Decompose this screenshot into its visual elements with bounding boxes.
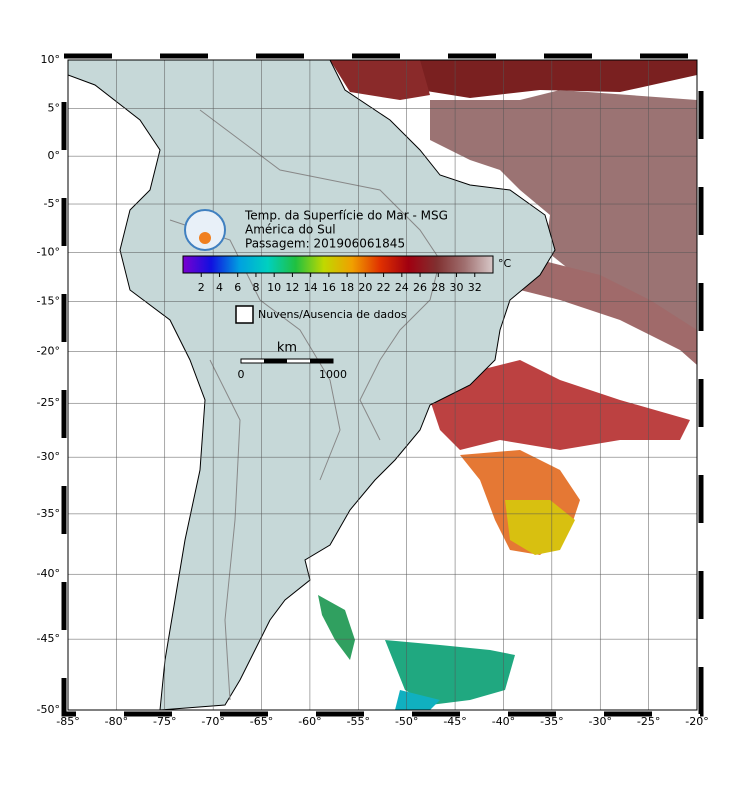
lat-tick-label: -45° (37, 632, 60, 645)
colorbar-tick-label: 24 (395, 281, 409, 294)
scale-start: 0 (238, 368, 245, 381)
legend-label: Nuvens/Ausencia de dados (258, 308, 407, 321)
scale-bar-seg (310, 359, 333, 363)
lon-tick-label: -80° (105, 715, 128, 728)
lat-tick-label: 0° (48, 149, 61, 162)
title-block: Temp. da Superfície do Mar - MSG América… (184, 209, 448, 251)
lon-tick-label: -70° (201, 715, 224, 728)
frame-border (61, 53, 704, 717)
legend-swatch (235, 305, 254, 324)
colorbar-tick-label: 22 (377, 281, 391, 294)
sst-patch (385, 640, 515, 705)
sst-patch (430, 360, 690, 450)
title-line: Passagem: 201906061845 (245, 237, 405, 251)
sst-patch (395, 690, 440, 710)
colorbar-tick-label: 2 (198, 281, 205, 294)
lon-tick-label: -30° (588, 715, 611, 728)
lat-tick-label: -30° (37, 450, 60, 463)
sst-patches (68, 60, 697, 710)
scale-unit: km (277, 341, 297, 356)
lon-tick-label: -65° (250, 715, 273, 728)
lat-tick-label: -40° (37, 567, 60, 580)
logo-dot (199, 232, 211, 244)
colorbar-tick-label: 8 (252, 281, 259, 294)
lat-tick-label: 10° (41, 53, 61, 66)
border (199, 109, 441, 441)
lon-tick-label: -55° (347, 715, 370, 728)
colorbar (182, 255, 494, 274)
title-line: América do Sul (245, 223, 336, 237)
logo (184, 209, 226, 251)
lon-tick-label: -20° (685, 715, 708, 728)
colorbar-tick-label: 18 (340, 281, 354, 294)
colorbar-tick-label: 16 (322, 281, 336, 294)
colorbar-tick-label: 28 (431, 281, 445, 294)
lon-tick-label: -60° (298, 715, 321, 728)
lon-tick-label: -50° (395, 715, 418, 728)
border (169, 219, 341, 481)
lon-tick-label: -75° (153, 715, 176, 728)
colorbar-tick-label: 20 (358, 281, 372, 294)
lat-tick-label: -50° (37, 703, 60, 716)
colorbar-tick-label: 14 (304, 281, 318, 294)
border (209, 359, 241, 701)
sst-patch (330, 60, 430, 100)
lon-tick-label: -45° (443, 715, 466, 728)
colorbar-tick-label: 32 (468, 281, 482, 294)
lat-tick-label: -5° (44, 197, 60, 210)
lon-tick-label: -35° (540, 715, 563, 728)
colorbar-tick-label: 30 (450, 281, 464, 294)
lat-tick-label: -10° (37, 245, 60, 258)
lat-tick-label: 5° (48, 101, 61, 114)
frame (67, 59, 698, 711)
colorbar-tick-label: 26 (413, 281, 427, 294)
lon-tick-label: -85° (56, 715, 79, 728)
sst-patch (318, 595, 355, 660)
lat-tick-label: -20° (37, 344, 60, 357)
lon-tick-label: -40° (492, 715, 515, 728)
colorbar-tick-label: 6 (234, 281, 241, 294)
colorbar-tick-label: 10 (267, 281, 281, 294)
sst-patch (410, 60, 697, 98)
lat-tick-label: -35° (37, 507, 60, 520)
colorbar-unit: °C (498, 257, 512, 270)
sst-patch (520, 260, 697, 365)
scale-bar-seg (264, 359, 287, 363)
scale-end: 1000 (319, 368, 347, 381)
lat-tick-label: -25° (37, 396, 60, 409)
title-line: Temp. da Superfície do Mar - MSG (244, 209, 448, 223)
colorbar-tick-label: 4 (216, 281, 223, 294)
colorbar-tick-label: 12 (285, 281, 299, 294)
lat-tick-label: -15° (37, 294, 60, 307)
lon-tick-label: -25° (637, 715, 660, 728)
